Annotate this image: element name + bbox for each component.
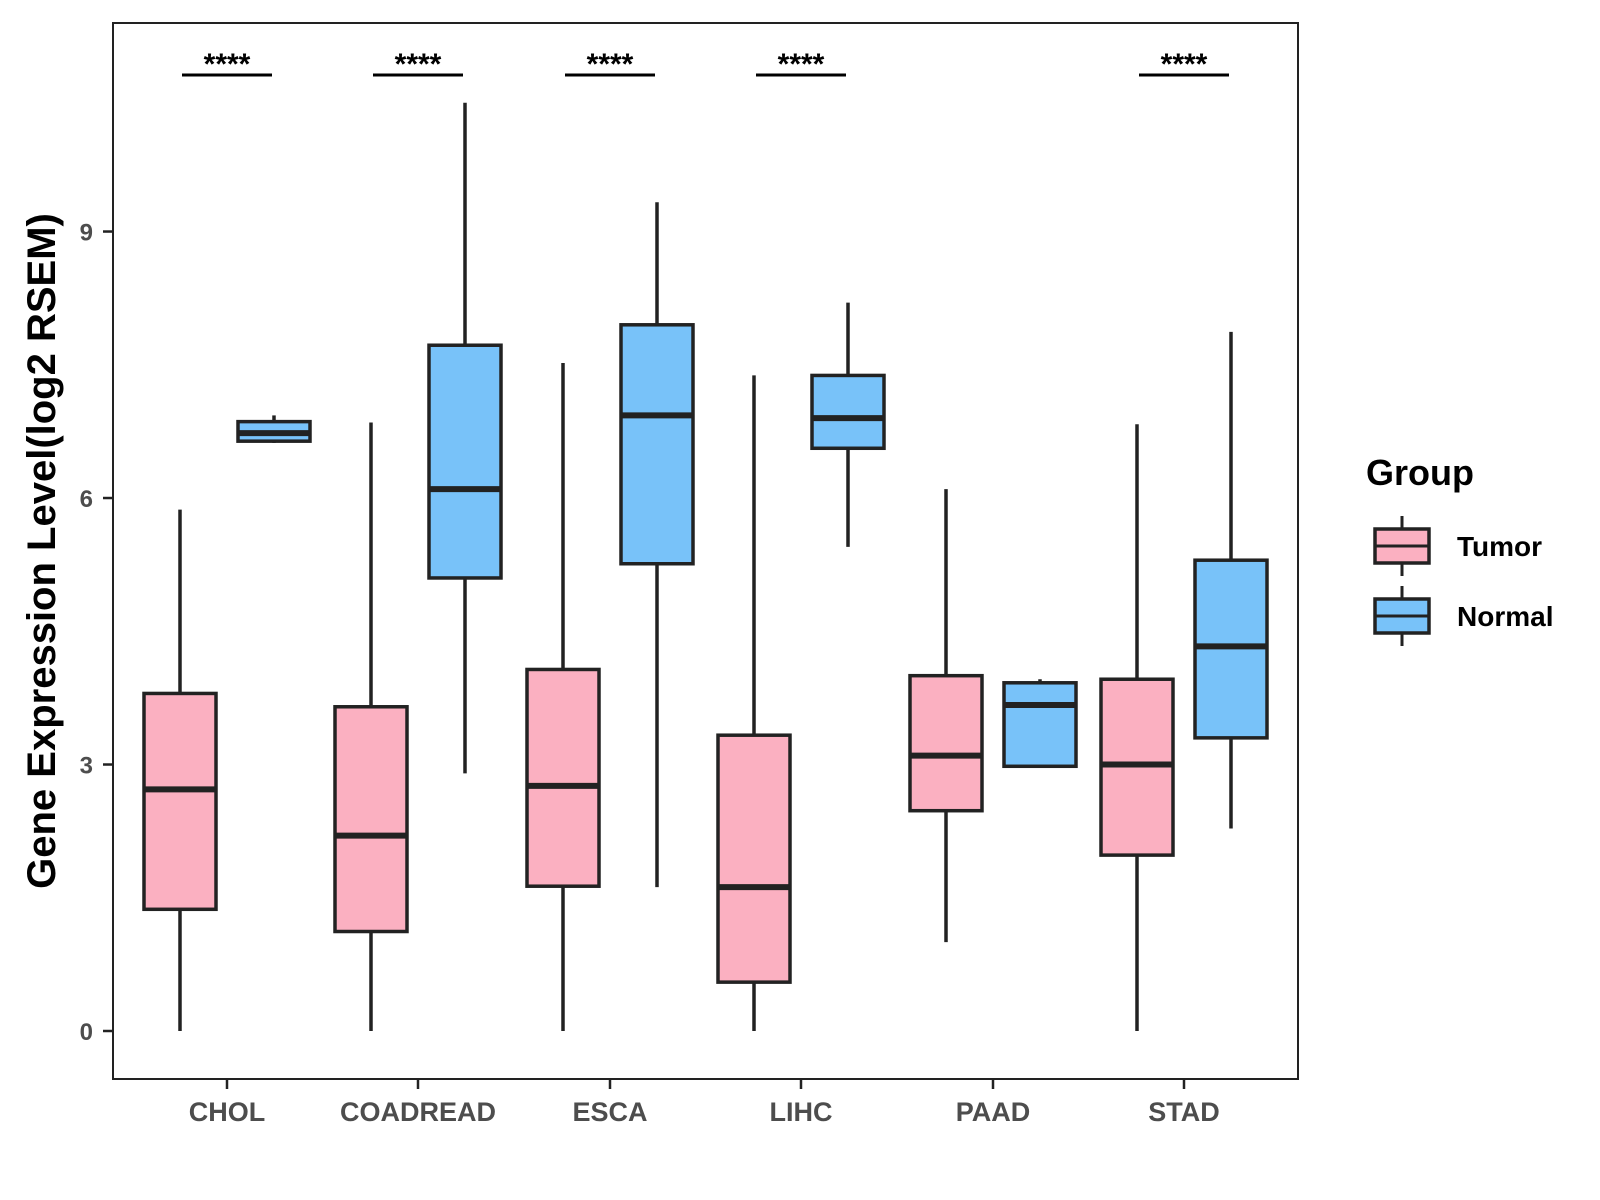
box-body-coadread-normal bbox=[427, 343, 503, 580]
box-coadread-normal bbox=[427, 102, 503, 774]
x-tick-label-stad: STAD bbox=[1148, 1097, 1220, 1127]
box-paad-tumor bbox=[908, 489, 984, 943]
x-axis: CHOL COADREAD ESCA LIHC PAAD STAD bbox=[189, 1079, 1220, 1127]
significance-label-chol: **** bbox=[204, 48, 251, 81]
box-lihc-normal bbox=[810, 302, 886, 547]
significance-chol: **** bbox=[182, 48, 272, 81]
box-esca-tumor bbox=[525, 362, 601, 1031]
box-chol-tumor bbox=[142, 509, 218, 1031]
boxes-layer bbox=[142, 102, 1269, 1031]
box-body-chol-tumor bbox=[142, 691, 218, 912]
box-body-paad-tumor bbox=[908, 673, 984, 813]
significance-label-lihc: **** bbox=[778, 48, 825, 81]
box-esca-normal bbox=[619, 202, 695, 888]
box-body-esca-normal bbox=[619, 323, 695, 566]
legend-item-tumor: Tumor bbox=[1373, 516, 1542, 576]
x-tick-label-paad: PAAD bbox=[956, 1097, 1031, 1127]
box-body-lihc-normal bbox=[810, 373, 886, 451]
significance-esca: **** bbox=[565, 48, 655, 81]
significance-label-esca: **** bbox=[587, 48, 634, 81]
significance-label-stad: **** bbox=[1161, 48, 1208, 81]
legend-item-normal: Normal bbox=[1373, 586, 1553, 646]
significance-layer: **** **** **** **** **** bbox=[182, 48, 1229, 81]
box-body-coadread-tumor bbox=[333, 705, 409, 934]
y-axis: 0 3 6 9 bbox=[80, 220, 113, 1046]
legend: Group Tumor Normal bbox=[1366, 452, 1553, 646]
y-tick-label-3: 3 bbox=[80, 753, 93, 780]
box-stad-tumor bbox=[1099, 424, 1175, 1031]
y-axis-title: Gene Expression Level(log2 RSEM) bbox=[20, 213, 64, 889]
box-chol-normal bbox=[236, 415, 312, 443]
y-tick-label-0: 0 bbox=[80, 1019, 93, 1046]
legend-label-normal: Normal bbox=[1457, 601, 1553, 632]
box-lihc-tumor bbox=[716, 375, 792, 1031]
significance-label-coadread: **** bbox=[395, 48, 442, 81]
y-tick-label-9: 9 bbox=[80, 220, 93, 247]
x-tick-label-lihc: LIHC bbox=[770, 1097, 833, 1127]
x-tick-label-chol: CHOL bbox=[189, 1097, 266, 1127]
box-body-esca-tumor bbox=[525, 667, 601, 888]
box-stad-normal bbox=[1193, 331, 1269, 829]
significance-coadread: **** bbox=[373, 48, 463, 81]
x-tick-label-esca: ESCA bbox=[572, 1097, 647, 1127]
box-coadread-tumor bbox=[333, 422, 409, 1031]
x-tick-label-coadread: COADREAD bbox=[340, 1097, 496, 1127]
significance-lihc: **** bbox=[756, 48, 846, 81]
box-paad-normal bbox=[1002, 679, 1078, 769]
significance-stad: **** bbox=[1139, 48, 1229, 81]
legend-label-tumor: Tumor bbox=[1457, 531, 1542, 562]
y-tick-label-6: 6 bbox=[80, 486, 93, 513]
legend-title: Group bbox=[1366, 452, 1474, 493]
box-body-lihc-tumor bbox=[716, 733, 792, 984]
plot-panel bbox=[112, 22, 1299, 1080]
box-body-paad-normal bbox=[1002, 681, 1078, 769]
